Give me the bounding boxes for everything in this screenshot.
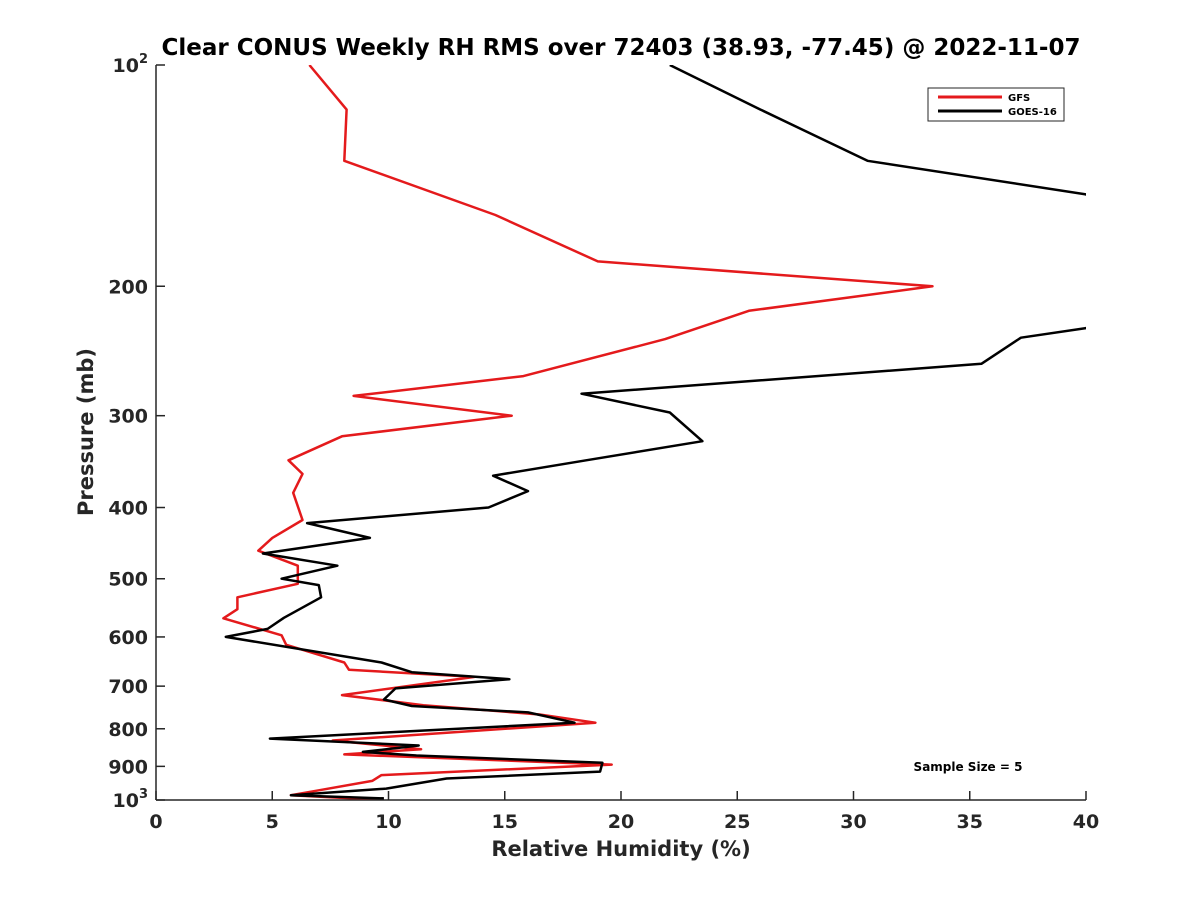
x-tick-label: 5 xyxy=(266,811,279,833)
x-tick-label: 10 xyxy=(375,811,401,833)
x-axis-label: Relative Humidity (%) xyxy=(491,837,750,861)
y-tick-label: 900 xyxy=(108,756,148,778)
legend-label-gfs: GFS xyxy=(1008,93,1030,104)
x-tick-label: 15 xyxy=(492,811,518,833)
x-tick-label: 35 xyxy=(957,811,983,833)
x-tick-label: 0 xyxy=(149,811,162,833)
legend-label-goes16: GOES-16 xyxy=(1008,107,1057,118)
y-tick-label: 200 xyxy=(108,276,148,298)
y-tick-label: 800 xyxy=(108,719,148,741)
x-tick-label: 20 xyxy=(608,811,634,833)
series-line-goes16 xyxy=(224,65,1086,800)
y-tick-label: 600 xyxy=(108,627,148,649)
series-line-gfs xyxy=(222,65,934,800)
y-tick-label: 103 xyxy=(113,787,149,812)
y-tick-label: 102 xyxy=(113,52,149,77)
y-tick-label: 300 xyxy=(108,406,148,428)
y-axis-label: Pressure (mb) xyxy=(74,348,98,516)
chart-title: Clear CONUS Weekly RH RMS over 72403 (38… xyxy=(162,35,1081,61)
x-ticks: 0 5 10 15 20 25 30 35 40 xyxy=(149,791,1099,833)
axes xyxy=(155,65,1086,801)
x-tick-label: 30 xyxy=(840,811,866,833)
y-tick-label: 700 xyxy=(108,676,148,698)
series-layer xyxy=(222,65,1086,800)
x-tick-label: 25 xyxy=(724,811,750,833)
sample-size-annotation: Sample Size = 5 xyxy=(914,760,1023,774)
x-tick-label: 40 xyxy=(1073,811,1099,833)
y-tick-label: 500 xyxy=(108,569,148,591)
y-tick-label: 400 xyxy=(108,498,148,520)
y-ticks: 102 200 300 400 500 600 700 800 900 103 xyxy=(108,52,165,812)
legend: GFS GOES-16 xyxy=(927,87,1065,122)
legend-box xyxy=(927,87,1065,122)
